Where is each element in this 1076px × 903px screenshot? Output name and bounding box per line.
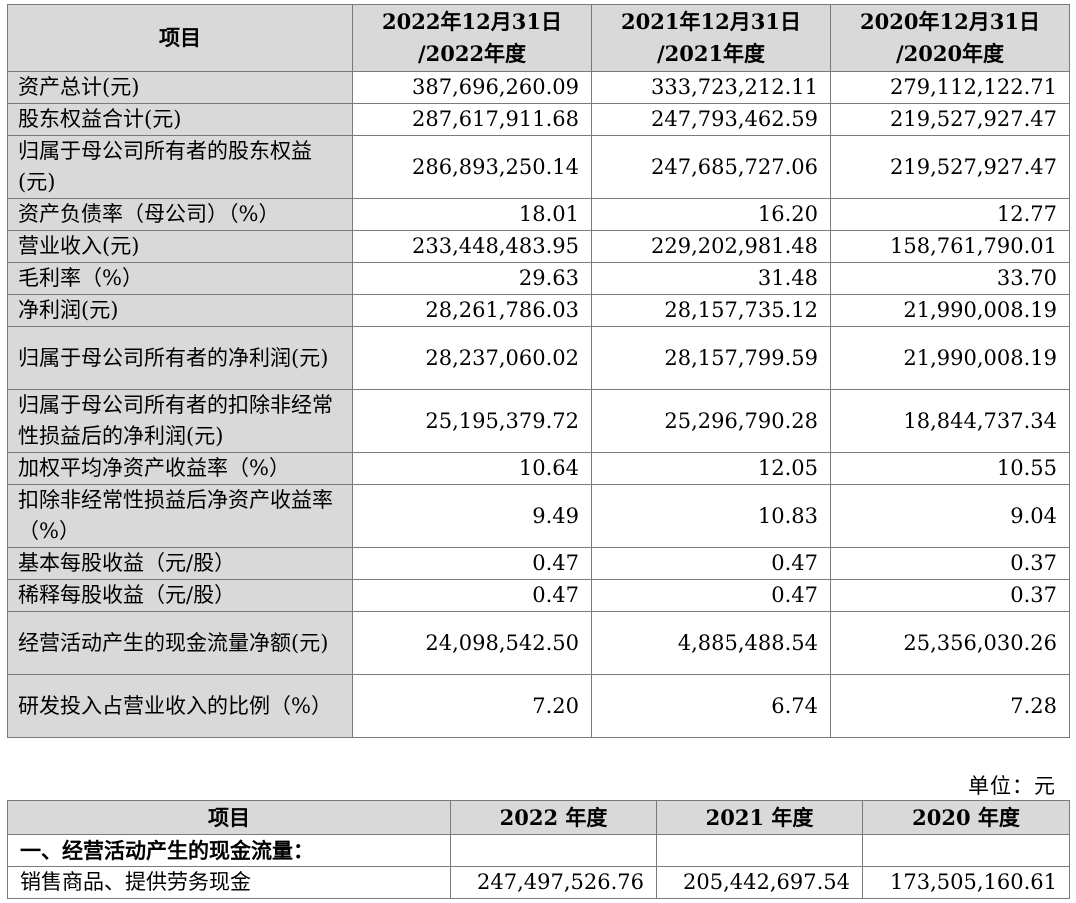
header-item: 项目 xyxy=(7,800,451,835)
table-row: 归属于母公司所有者的股东权益(元) 286,893,250.14 247,685,7… xyxy=(7,135,1070,199)
row-label: 加权平均净资产收益率（%） xyxy=(7,452,353,485)
value-cell: 28,157,735.12 xyxy=(591,294,831,327)
value-cell: 387,696,260.09 xyxy=(352,71,592,104)
value-cell: 205,442,697.54 xyxy=(656,866,863,899)
value-cell xyxy=(862,834,1070,867)
value-cell: 9.49 xyxy=(352,484,592,548)
value-cell xyxy=(656,834,863,867)
header-2021: 2021 年度 xyxy=(656,800,863,835)
row-label: 归属于母公司所有者的净利润(元) xyxy=(7,326,353,390)
value-cell: 287,617,911.68 xyxy=(352,103,592,136)
value-cell: 247,793,462.59 xyxy=(591,103,831,136)
value-cell: 18.01 xyxy=(352,198,592,231)
value-cell: 10.64 xyxy=(352,452,592,485)
table-row: 销售商品、提供劳务现金 247,497,526.76 205,442,697.54 1… xyxy=(7,866,1070,899)
table-row: 稀释每股收益（元/股） 0.47 0.47 0.37 xyxy=(7,579,1070,612)
value-cell: 0.37 xyxy=(830,579,1070,612)
row-label: 归属于母公司所有者的股东权益(元) xyxy=(7,135,353,199)
table-row: 归属于母公司所有者的扣除非经常性损益后的净利润(元) 25,195,379.72 2… xyxy=(7,389,1070,453)
value-cell: 24,098,542.50 xyxy=(352,611,592,675)
table-row: 净利润(元) 28,261,786.03 28,157,735.12 21,990,0… xyxy=(7,294,1070,327)
value-cell: 16.20 xyxy=(591,198,831,231)
table-row: 基本每股收益（元/股） 0.47 0.47 0.37 xyxy=(7,547,1070,580)
header-2022: 2022年12月31日 /2022年度 xyxy=(352,4,592,72)
row-label: 稀释每股收益（元/股） xyxy=(7,579,353,612)
row-label: 归属于母公司所有者的扣除非经常性损益后的净利润(元) xyxy=(7,389,353,453)
section-label: 一、经营活动产生的现金流量： xyxy=(7,834,451,867)
table-row: 股东权益合计(元) 287,617,911.68 247,793,462.59 219… xyxy=(7,103,1070,136)
value-cell xyxy=(450,834,657,867)
value-cell: 0.47 xyxy=(352,547,592,580)
table-row: 毛利率（%） 29.63 31.48 33.70 xyxy=(7,262,1070,295)
cash-flow-table: 项目 2022 年度 2021 年度 2020 年度 一、经营活动产生的现金流量… xyxy=(7,800,1070,899)
value-cell: 247,685,727.06 xyxy=(591,135,831,199)
row-label: 销售商品、提供劳务现金 xyxy=(7,866,451,899)
value-cell: 12.77 xyxy=(830,198,1070,231)
value-cell: 28,261,786.03 xyxy=(352,294,592,327)
header-item: 项目 xyxy=(7,4,353,72)
row-label: 经营活动产生的现金流量净额(元) xyxy=(7,611,353,675)
table-row: 资产总计(元) 387,696,260.09 333,723,212.11 279,1… xyxy=(7,71,1070,104)
value-cell: 29.63 xyxy=(352,262,592,295)
row-label: 营业收入(元) xyxy=(7,230,353,263)
value-cell: 31.48 xyxy=(591,262,831,295)
value-cell: 158,761,790.01 xyxy=(830,230,1070,263)
value-cell: 10.83 xyxy=(591,484,831,548)
value-cell: 173,505,160.61 xyxy=(862,866,1070,899)
value-cell: 6.74 xyxy=(591,674,831,738)
value-cell: 247,497,526.76 xyxy=(450,866,657,899)
row-label: 资产总计(元) xyxy=(7,71,353,104)
row-label: 研发投入占营业收入的比例（%） xyxy=(7,674,353,738)
table-row: 加权平均净资产收益率（%） 10.64 12.05 10.55 xyxy=(7,452,1070,485)
value-cell: 333,723,212.11 xyxy=(591,71,831,104)
table-row: 一、经营活动产生的现金流量： xyxy=(7,834,1070,867)
value-cell: 286,893,250.14 xyxy=(352,135,592,199)
row-label: 毛利率（%） xyxy=(7,262,353,295)
table-header-row: 项目 2022 年度 2021 年度 2020 年度 xyxy=(7,800,1070,835)
value-cell: 28,157,799.59 xyxy=(591,326,831,390)
value-cell: 25,296,790.28 xyxy=(591,389,831,453)
table-row: 扣除非经常性损益后净资产收益率（%） 9.49 10.83 9.04 xyxy=(7,484,1070,548)
value-cell: 279,112,122.71 xyxy=(830,71,1070,104)
value-cell: 219,527,927.47 xyxy=(830,103,1070,136)
value-cell: 0.37 xyxy=(830,547,1070,580)
row-label: 基本每股收益（元/股） xyxy=(7,547,353,580)
row-label: 扣除非经常性损益后净资产收益率（%） xyxy=(7,484,353,548)
header-2020: 2020 年度 xyxy=(862,800,1070,835)
table-row: 归属于母公司所有者的净利润(元) 28,237,060.02 28,157,799.… xyxy=(7,326,1070,390)
value-cell: 28,237,060.02 xyxy=(352,326,592,390)
table-row: 资产负债率（母公司）（%） 18.01 16.20 12.77 xyxy=(7,198,1070,231)
value-cell: 229,202,981.48 xyxy=(591,230,831,263)
row-label: 股东权益合计(元) xyxy=(7,103,353,136)
value-cell: 33.70 xyxy=(830,262,1070,295)
value-cell: 0.47 xyxy=(591,579,831,612)
value-cell: 12.05 xyxy=(591,452,831,485)
value-cell: 9.04 xyxy=(830,484,1070,548)
table-header-row: 项目 2022年12月31日 /2022年度 2021年12月31日 /2021… xyxy=(7,4,1070,72)
value-cell: 18,844,737.34 xyxy=(830,389,1070,453)
header-2021: 2021年12月31日 /2021年度 xyxy=(591,4,831,72)
value-cell: 25,356,030.26 xyxy=(830,611,1070,675)
table-row: 经营活动产生的现金流量净额(元) 24,098,542.50 4,885,488.5… xyxy=(7,611,1070,675)
value-cell: 4,885,488.54 xyxy=(591,611,831,675)
table-row: 研发投入占营业收入的比例（%） 7.20 6.74 7.28 xyxy=(7,674,1070,738)
value-cell: 10.55 xyxy=(830,452,1070,485)
row-label: 资产负债率（母公司）（%） xyxy=(7,198,353,231)
value-cell: 233,448,483.95 xyxy=(352,230,592,263)
value-cell: 7.28 xyxy=(830,674,1070,738)
value-cell: 7.20 xyxy=(352,674,592,738)
value-cell: 0.47 xyxy=(352,579,592,612)
value-cell: 25,195,379.72 xyxy=(352,389,592,453)
financial-summary-table: 项目 2022年12月31日 /2022年度 2021年12月31日 /2021… xyxy=(7,4,1070,738)
header-2022: 2022 年度 xyxy=(450,800,657,835)
row-label: 净利润(元) xyxy=(7,294,353,327)
unit-label: 单位：元 xyxy=(968,774,1056,798)
header-2020: 2020年12月31日 /2020年度 xyxy=(830,4,1070,72)
value-cell: 21,990,008.19 xyxy=(830,326,1070,390)
value-cell: 21,990,008.19 xyxy=(830,294,1070,327)
value-cell: 0.47 xyxy=(591,547,831,580)
table-row: 营业收入(元) 233,448,483.95 229,202,981.48 158,7… xyxy=(7,230,1070,263)
value-cell: 219,527,927.47 xyxy=(830,135,1070,199)
